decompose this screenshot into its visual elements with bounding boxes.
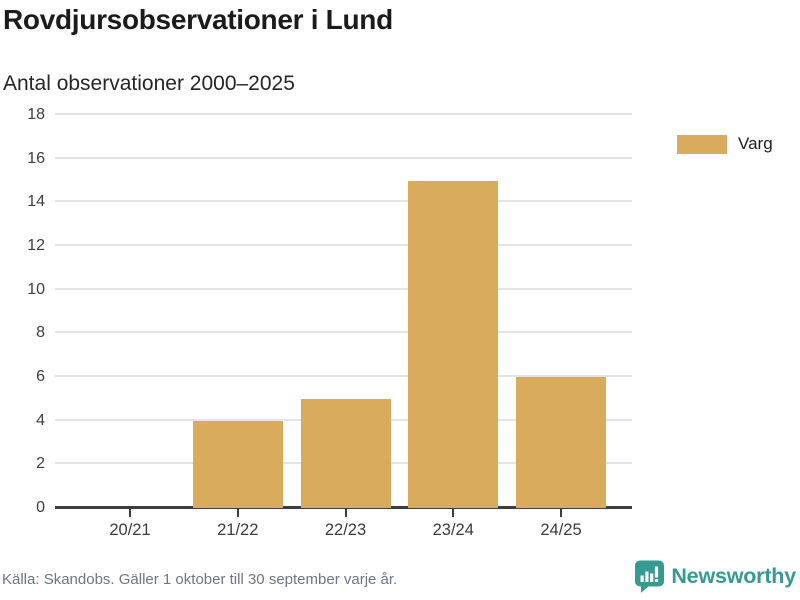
newsworthy-bubble-chart-icon xyxy=(635,560,665,593)
chart-title: Rovdjursobservationer i Lund xyxy=(3,4,393,35)
plot-area: 0 2 4 6 8 10 12 14 16 18 20/21 21/22 22/23 23/24 24/25 xyxy=(27,106,632,539)
gridline-y-14 xyxy=(55,200,632,203)
x-axis-label-20-21: 20/21 xyxy=(109,521,151,539)
bar-varg-22-23 xyxy=(300,398,391,508)
source-note: Källa: Skandobs. Gäller 1 oktober till 3… xyxy=(2,571,398,588)
gridline-y-6 xyxy=(55,375,632,377)
legend-swatch-varg xyxy=(677,134,727,154)
x-axis-label-21-22: 21/22 xyxy=(217,521,259,539)
y-axis-tick-label-18: 18 xyxy=(27,106,45,123)
bar-varg-23-24 xyxy=(408,180,499,508)
y-axis-tick-label-14: 14 xyxy=(27,193,45,211)
gridline-y-16 xyxy=(55,156,632,159)
chart-subtitle: Antal observationer 2000–2025 xyxy=(3,72,295,95)
y-axis-tick-label-10: 10 xyxy=(27,280,45,298)
gridline-y-10 xyxy=(55,287,632,290)
x-axis-tick-21-22 xyxy=(236,509,239,517)
newsworthy-logo: Newsworthy xyxy=(634,560,796,593)
y-axis-tick-label-8: 8 xyxy=(36,324,45,342)
gridline-y-18 xyxy=(55,113,632,115)
x-axis-tick-24-25 xyxy=(560,509,562,517)
x-axis-label-23-24: 23/24 xyxy=(432,521,474,539)
y-axis-tick-label-6: 6 xyxy=(36,368,45,385)
x-axis-label-24-25: 24/25 xyxy=(540,521,582,539)
legend-label-varg: Varg xyxy=(738,134,773,153)
y-axis-tick-label-4: 4 xyxy=(36,411,45,429)
y-axis-tick-label-2: 2 xyxy=(36,455,45,473)
x-axis-tick-20-21 xyxy=(129,509,131,517)
gridline-y-8 xyxy=(55,331,632,334)
y-axis-tick-label-0: 0 xyxy=(36,499,45,516)
x-axis-tick-23-24 xyxy=(452,509,455,517)
gridline-y-12 xyxy=(55,244,632,246)
y-axis-tick-label-12: 12 xyxy=(27,237,45,254)
legend: Varg xyxy=(677,134,773,154)
x-axis-tick-22-23 xyxy=(344,509,347,517)
x-axis-label-22-23: 22/23 xyxy=(324,521,367,539)
bar-varg-24-25 xyxy=(516,377,606,508)
newsworthy-wordmark: Newsworthy xyxy=(671,564,796,588)
y-axis-tick-label-16: 16 xyxy=(27,149,45,167)
bar-varg-21-22 xyxy=(192,420,283,508)
